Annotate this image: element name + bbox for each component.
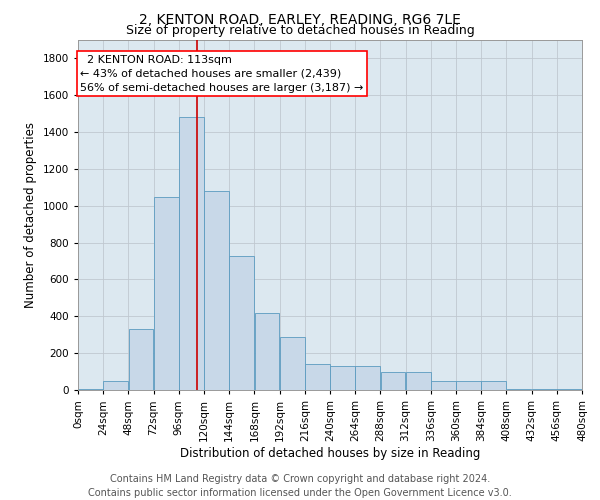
Bar (532, 389, 557, 390)
Bar (128, 329, 154, 390)
Text: 2, KENTON ROAD, EARLEY, READING, RG6 7LE: 2, KENTON ROAD, EARLEY, READING, RG6 7LE (139, 12, 461, 26)
Bar (456, 381, 481, 390)
Y-axis label: Number of detached properties: Number of detached properties (24, 122, 37, 308)
Bar (179, 118, 204, 390)
Bar (154, 196, 179, 390)
Bar (506, 389, 532, 390)
Bar (254, 312, 280, 390)
Bar (305, 364, 330, 390)
Bar (355, 366, 380, 390)
Bar (330, 366, 355, 390)
Bar (380, 372, 406, 390)
X-axis label: Distribution of detached houses by size in Reading: Distribution of detached houses by size … (180, 446, 480, 460)
Bar (481, 381, 506, 390)
Bar (78, 389, 103, 390)
Text: Contains HM Land Registry data © Crown copyright and database right 2024.
Contai: Contains HM Land Registry data © Crown c… (88, 474, 512, 498)
Bar (280, 336, 305, 390)
Bar (103, 381, 128, 390)
Bar (406, 372, 431, 390)
Text: Size of property relative to detached houses in Reading: Size of property relative to detached ho… (125, 24, 475, 37)
Text: 2 KENTON ROAD: 113sqm  
← 43% of detached houses are smaller (2,439)
56% of semi: 2 KENTON ROAD: 113sqm ← 43% of detached … (80, 54, 364, 92)
Bar (431, 381, 456, 390)
Bar (204, 191, 229, 390)
Bar (229, 256, 254, 390)
Bar (557, 389, 582, 390)
